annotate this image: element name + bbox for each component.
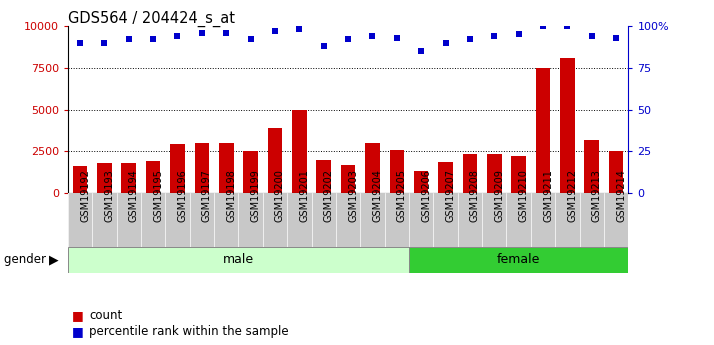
Point [245,37,256,42]
Point [269,28,281,34]
Bar [73,166,87,193]
Bar [341,165,356,193]
Point [416,48,427,54]
Text: GSM19197: GSM19197 [202,169,212,222]
Text: GSM19210: GSM19210 [518,169,528,222]
Text: GSM19214: GSM19214 [616,169,626,222]
Text: ▶: ▶ [49,253,58,266]
Point [586,33,598,39]
Text: ■: ■ [71,325,83,338]
Bar [219,143,233,193]
Bar [609,150,623,193]
Text: percentile rank within the sample: percentile rank within the sample [89,325,289,338]
Text: GSM19205: GSM19205 [397,169,407,223]
Bar [121,163,136,193]
Text: female: female [497,253,540,266]
Text: GSM19202: GSM19202 [323,169,333,223]
Text: ■: ■ [71,309,83,322]
Bar [146,161,161,193]
Bar [97,163,111,193]
Bar [292,109,306,193]
Text: GDS564 / 204424_s_at: GDS564 / 204424_s_at [68,10,235,27]
Text: gender: gender [4,253,49,266]
Bar [585,140,599,193]
Text: GSM19200: GSM19200 [275,169,285,222]
Point [318,43,329,49]
Point [488,33,500,39]
Text: GSM19206: GSM19206 [421,169,431,222]
Point [293,27,305,32]
Point [367,33,378,39]
Text: GSM19208: GSM19208 [470,169,480,222]
Bar [68,247,409,273]
Text: GSM19201: GSM19201 [299,169,309,222]
Point [221,30,232,35]
Point [123,37,134,42]
Bar [316,160,331,193]
Bar [414,171,428,193]
Point [513,31,524,37]
Text: GSM19207: GSM19207 [446,169,456,223]
Text: count: count [89,309,123,322]
Text: GSM19192: GSM19192 [80,169,90,222]
Text: GSM19199: GSM19199 [251,169,261,222]
Text: GSM19193: GSM19193 [104,169,114,222]
Point [538,23,549,29]
Point [99,40,110,45]
Point [391,35,403,40]
Text: male: male [223,253,254,266]
Text: GSM19209: GSM19209 [494,169,504,222]
Bar [409,247,628,273]
Text: GSM19198: GSM19198 [226,169,236,222]
Point [343,37,354,42]
Point [562,23,573,29]
Text: GSM19211: GSM19211 [543,169,553,222]
Point [196,30,208,35]
Point [172,33,183,39]
Bar [194,143,209,193]
Point [440,40,451,45]
Text: GSM19203: GSM19203 [348,169,358,222]
Text: GSM19195: GSM19195 [153,169,163,222]
Point [610,35,622,40]
Text: GSM19196: GSM19196 [178,169,188,222]
Bar [365,143,380,193]
Point [74,40,86,45]
Bar [170,144,185,193]
Bar [243,151,258,193]
Bar [560,58,575,193]
Bar [268,128,282,193]
Text: GSM19194: GSM19194 [129,169,139,222]
Text: GSM19213: GSM19213 [592,169,602,222]
Bar [511,156,526,193]
Bar [536,68,550,193]
Text: GSM19204: GSM19204 [373,169,383,222]
Bar [390,150,404,193]
Bar [438,162,453,193]
Bar [487,154,502,193]
Point [147,37,159,42]
Bar [463,154,477,193]
Point [464,37,476,42]
Text: GSM19212: GSM19212 [568,169,578,223]
